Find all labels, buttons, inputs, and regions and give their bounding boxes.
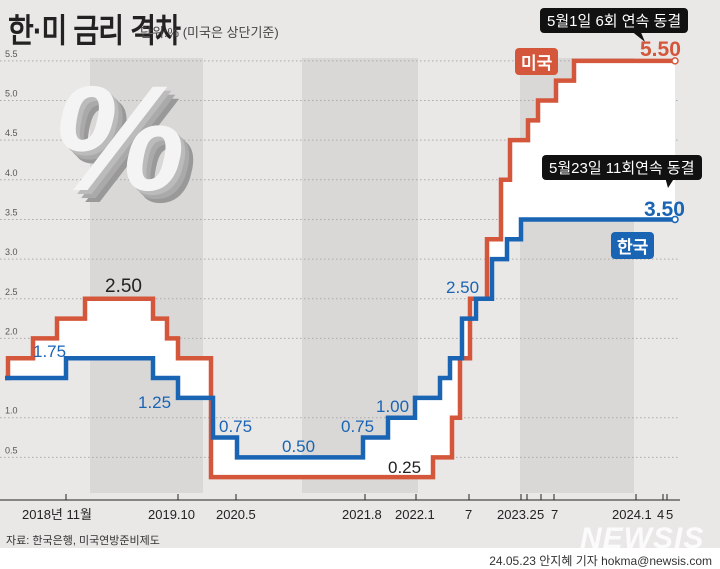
us-legend-tag: 미국 <box>515 48 559 75</box>
x-tick-label: 2022.1 <box>395 507 435 522</box>
y-tick-label: 4.5 <box>5 128 18 138</box>
y-tick-label: 0.5 <box>5 445 18 455</box>
y-tick-label: 3.5 <box>5 207 18 217</box>
data-label: 1.75 <box>33 342 66 361</box>
x-tick-label: 2024.1 <box>612 507 652 522</box>
us-rate-line <box>5 58 675 480</box>
x-tick-label: 2021.8 <box>342 507 382 522</box>
kr-callout: 5월23일 11회연속 동결 <box>542 155 702 180</box>
data-label: 1.00 <box>376 397 409 416</box>
data-label: 1.25 <box>138 393 171 412</box>
y-tick-label: 4.0 <box>5 168 18 178</box>
data-label: 0.50 <box>282 437 315 456</box>
x-tick-label: 7 <box>465 507 472 522</box>
credit: 24.05.23 안지혜 기자 hokma@newsis.com <box>489 554 712 568</box>
y-tick-label: 1.0 <box>5 406 18 416</box>
gap-fill <box>5 60 675 478</box>
data-label: 5.50 <box>640 38 681 61</box>
data-label: 2.50 <box>446 278 479 297</box>
x-tick-label: 2019.10 <box>148 507 195 522</box>
data-label: 0.25 <box>388 458 421 477</box>
x-tick-label: 2023.2 <box>497 507 537 522</box>
us-end-point <box>671 57 679 65</box>
x-tick-label: 7 <box>551 507 558 522</box>
shade-band <box>90 58 203 493</box>
kr-end-point <box>671 215 679 224</box>
source: 자료: 한국은행, 미국연방준비제도 <box>6 535 160 547</box>
x-tick-label: 5 <box>666 507 673 522</box>
y-tick-label: 5.0 <box>5 89 18 99</box>
y-tick-label: 2.0 <box>5 326 18 336</box>
y-tick-label: 5.5 <box>5 49 18 59</box>
data-label: 0.75 <box>341 417 374 436</box>
data-label: 2.50 <box>105 276 142 297</box>
kr-rate-line <box>5 217 675 460</box>
page-title: 한·미 금리 격차 <box>8 12 181 49</box>
newsis-logo: NEWSIS <box>580 522 705 555</box>
data-label: 0.75 <box>219 417 252 436</box>
kr-legend-tag: 한국 <box>611 232 655 259</box>
callout-pointer <box>630 30 645 42</box>
x-tick-label: 4 <box>657 507 664 522</box>
data-label: 3.50 <box>644 198 685 221</box>
percent-graphic: % <box>52 54 186 222</box>
y-tick-label: 2.5 <box>5 287 18 297</box>
x-tick-label: 5 <box>537 507 544 522</box>
x-tick-label: 2018년 11월 <box>22 507 92 522</box>
us-callout: 5월1일 6회 연속 동결 <box>540 8 689 33</box>
y-tick-label: 3.0 <box>5 247 18 257</box>
x-tick-label: 2020.5 <box>216 507 256 522</box>
unit-label: 단위:% (미국은 상단기준) <box>140 25 279 40</box>
